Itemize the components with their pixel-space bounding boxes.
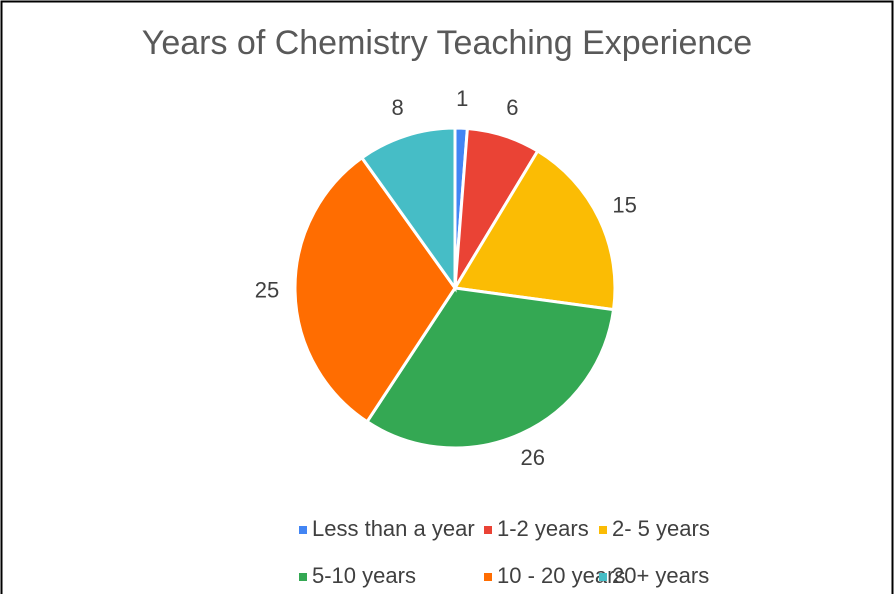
pie-slice <box>293 155 457 424</box>
pie-slice <box>359 126 457 293</box>
legend-label: Less than a year <box>312 516 475 541</box>
chart-title: Years of Chemistry Teaching Experience <box>142 24 752 62</box>
legend-swatch <box>599 573 607 581</box>
data-label: 1 <box>456 86 468 111</box>
data-label: 26 <box>521 445 545 470</box>
pie-slice <box>365 286 616 450</box>
legend-swatch <box>299 573 307 581</box>
pie-slice <box>452 148 617 312</box>
legend-swatch <box>484 573 492 581</box>
legend-label: 20+ years <box>612 563 709 588</box>
legend-label: 5-10 years <box>312 563 416 588</box>
legend-swatch <box>599 526 607 534</box>
legend-swatch <box>484 526 492 534</box>
legend-label: 2- 5 years <box>612 516 710 541</box>
legend-label: 1-2 years <box>497 516 589 541</box>
data-label: 15 <box>612 193 636 218</box>
data-label: 8 <box>391 95 403 120</box>
legend-swatch <box>299 526 307 534</box>
data-label: 25 <box>255 277 279 302</box>
data-label: 6 <box>506 95 518 120</box>
